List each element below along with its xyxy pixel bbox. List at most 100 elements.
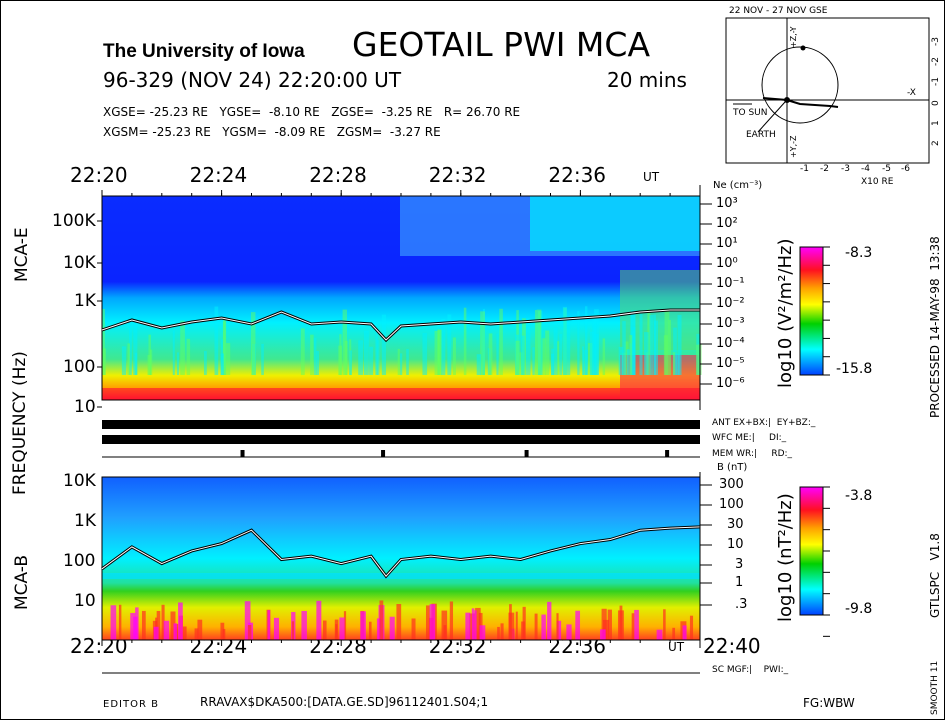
x-tick-label-bottom: 22:40 <box>703 634 761 658</box>
mca-b-burst <box>656 629 663 640</box>
mca-b-burst <box>603 619 610 640</box>
mca-e-streak <box>557 341 560 375</box>
colorbar-b-max: -3.8 <box>845 488 873 504</box>
mca-b-burst <box>118 604 122 640</box>
mca-e-streak <box>397 348 400 375</box>
mca-b-burst <box>429 604 436 640</box>
mca-b-burst <box>449 601 454 640</box>
mca-e-streak <box>639 313 643 375</box>
mca-e-streak <box>536 309 542 375</box>
mca-e-streak <box>480 311 485 375</box>
mca-b-burst <box>323 620 327 640</box>
colorbar-b <box>799 486 824 616</box>
mca-e-streak <box>644 332 649 375</box>
mca-b-burst <box>141 610 146 640</box>
mca-e-streak <box>315 351 319 375</box>
mca-b-burst <box>521 621 525 640</box>
colorbar-e-min: -15.8 <box>836 361 873 377</box>
mca-b-burst <box>471 608 475 640</box>
mca-e-streak <box>133 316 138 375</box>
mca-e-spectrogram <box>102 196 702 400</box>
freq-tick-label-b: 10K <box>63 471 96 491</box>
mem-write-mark <box>665 450 670 457</box>
mca-e-streak <box>422 332 428 375</box>
mca-e-streak <box>203 351 207 375</box>
freq-tick-label-b: 100 <box>63 551 96 571</box>
orbit-plot-frame <box>725 17 930 164</box>
mca-e-streak <box>488 333 493 375</box>
mca-e-streak <box>376 340 380 375</box>
mca-e-streak <box>696 344 700 375</box>
b-tick-label: 10 <box>727 537 744 552</box>
mca-e-streak <box>545 330 550 375</box>
mca-e-streak <box>338 345 343 375</box>
mca-e-streak <box>406 348 409 375</box>
orbit-x-tick-label: -6 <box>901 164 910 174</box>
colorbar-e <box>799 246 824 376</box>
b-tick-label: 300 <box>719 477 744 492</box>
date-line: 96-329 (NOV 24) 22:20:00 UT <box>103 68 402 92</box>
mca-e-streak <box>583 349 588 375</box>
mca-e-streak <box>148 334 151 375</box>
mca-e-streak <box>222 321 226 375</box>
plot-title: GEOTAIL PWI MCA <box>352 25 651 64</box>
orbit-x-tick-label: -2 <box>820 164 829 174</box>
mem-write-mark <box>240 450 245 457</box>
mca-e-streak <box>102 308 105 375</box>
mca-e-streak <box>180 320 185 375</box>
mca-e-streak <box>476 354 482 375</box>
mca-e-streak <box>566 316 571 375</box>
mca-e-streak <box>577 311 580 375</box>
mca-b-burst <box>600 629 606 640</box>
mca-b-burst <box>634 609 639 640</box>
x-tick-label-top: 22:32 <box>428 163 487 187</box>
mca-e-streak <box>496 333 499 375</box>
gse-coordinates: XGSE= -25.23 RE YGSE= -8.10 RE ZGSE= -3.… <box>103 105 521 119</box>
mca-b-burst <box>156 610 161 640</box>
mca-b-burst <box>508 612 515 640</box>
to-sun-label: TO SUN <box>733 108 768 118</box>
mca-e-streak <box>214 306 219 375</box>
b-trace <box>101 526 701 577</box>
editor-label: EDITOR B <box>103 699 159 710</box>
mca-e-streak <box>525 318 531 375</box>
ne-tick-label: 10² <box>716 216 738 231</box>
mca-b-burst <box>475 607 481 640</box>
mca-e-streak <box>363 330 369 375</box>
mca-b-burst <box>556 613 559 640</box>
earth-pointer <box>757 101 786 133</box>
earth-marker <box>784 97 790 103</box>
mem-write-mark <box>381 450 386 457</box>
mca-e-streak <box>300 328 305 375</box>
mca-e-streak <box>121 346 127 375</box>
mca-b-burst <box>247 625 252 640</box>
freq-tick-label-e: 10K <box>63 253 96 273</box>
ut-label-bottom: UT <box>668 640 685 654</box>
ne-tick-label: 10⁰ <box>716 256 738 271</box>
mca-e-streak <box>499 308 503 375</box>
colorbar-b-min: -9.8 <box>845 601 873 617</box>
mca-e-streak <box>664 311 670 375</box>
mca-b-burst <box>575 610 581 640</box>
mca-e-streak <box>520 335 525 375</box>
mca-b-burst <box>515 611 518 640</box>
x-tick-label-top: 22:36 <box>548 163 607 187</box>
mca-b-burst <box>389 616 395 640</box>
earth-label: EARTH <box>746 130 776 140</box>
mca-b-burst <box>161 604 165 640</box>
freq-tick-label-b: 10 <box>74 591 96 611</box>
mca-e-streak <box>649 314 654 375</box>
mca-b-burst <box>631 613 635 640</box>
mca-e-streak <box>559 334 563 375</box>
mca-b-burst <box>479 625 486 640</box>
mca-e-streak <box>399 353 403 375</box>
mca-b-burst <box>534 613 538 640</box>
mca-e-streak <box>553 327 558 375</box>
freq-tick-label-b: 1K <box>74 511 96 531</box>
mca-b-burst <box>541 614 546 640</box>
mca-b-burst <box>133 616 138 640</box>
x-tick-label-top: 22:24 <box>189 163 248 187</box>
mca-b-burst <box>163 620 170 640</box>
mca-b-band <box>102 573 700 579</box>
mca-b-burst <box>197 619 203 640</box>
